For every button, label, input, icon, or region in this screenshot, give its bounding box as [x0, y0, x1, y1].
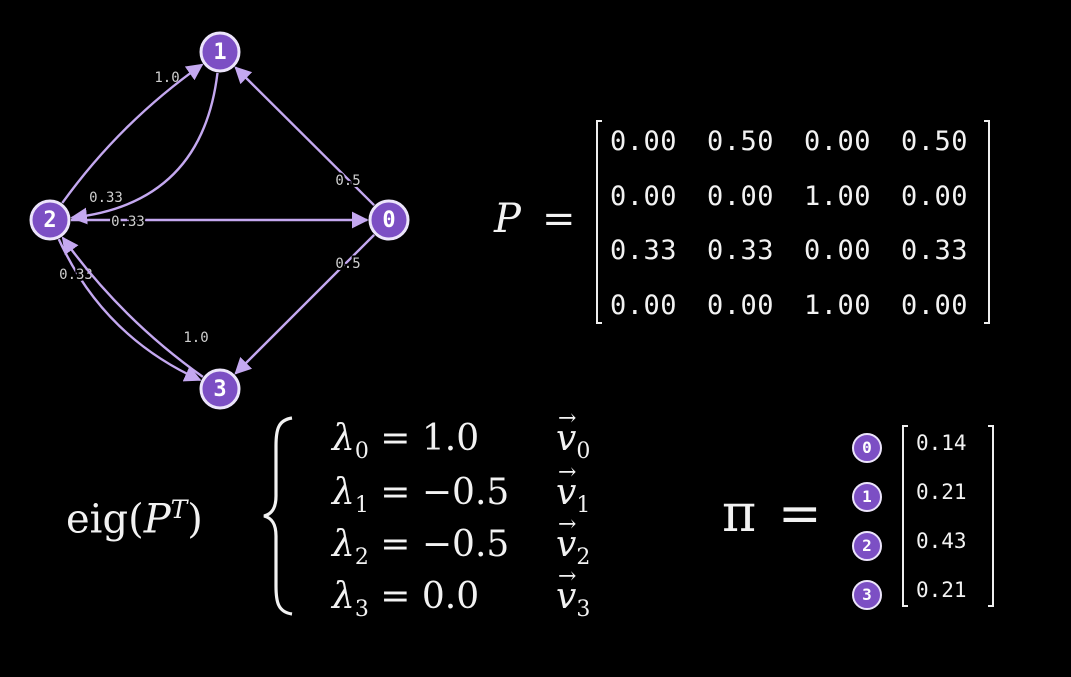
edge-weight-0-3: 0.5: [335, 256, 360, 272]
matrix-cell: 0.00: [707, 290, 775, 321]
eigenvector: → v0: [556, 406, 591, 465]
node-0: [368, 199, 410, 241]
stationary-value: 0.21: [916, 578, 967, 602]
node-label-1: 1: [213, 40, 226, 65]
eigenvalue-symbol: λ: [332, 472, 355, 513]
edge-0-1: [234, 66, 375, 207]
matrix-cell: 1.00: [804, 181, 872, 212]
matrix-cell: 0.00: [610, 290, 678, 321]
markov-graph: 0.5 0.5 1.0 0.33 0.33 0.33 1.0 0 1 2 3: [29, 31, 410, 410]
eigenvalue: = −0.5: [368, 524, 510, 565]
eigenvalue-index: 1: [354, 493, 369, 519]
edge-weight-0-1: 0.5: [335, 173, 360, 189]
matrix-cell: 0.50: [901, 126, 969, 157]
edge-3-2: [61, 236, 204, 378]
pi-symbol: π: [722, 484, 757, 544]
p-equals: =: [542, 196, 576, 242]
edge-weight-2-1: 0.33: [89, 190, 123, 206]
eigenvalue: = 1.0: [368, 418, 480, 459]
node-3: [199, 368, 241, 410]
pi-equals: =: [778, 484, 822, 544]
matrix-cell: 0.00: [804, 235, 872, 266]
matrix-cell: 0.33: [901, 235, 969, 266]
node-1: [199, 31, 241, 73]
edge-2-1: [61, 63, 204, 204]
edge-0-3: [234, 234, 375, 375]
matrix-row: 0.00 0.50 0.00 0.50: [610, 126, 998, 157]
eigen-row: λ2 = −0.5 → v2: [332, 512, 590, 571]
eig-label: eig(PT): [66, 495, 203, 543]
node-badge-3: 3: [852, 580, 882, 610]
stationary-value: 0.21: [916, 480, 967, 504]
eigenvector: → v2: [556, 512, 591, 571]
eigenvalue: = −0.5: [368, 472, 510, 513]
edge-weight-2-3: 0.33: [59, 267, 93, 283]
edge-1-2: [70, 72, 219, 225]
edge-weight-1-2: 1.0: [154, 70, 179, 86]
matrix-row: 0.00 0.00 1.00 0.00: [610, 290, 998, 321]
eigenvalue-index: 2: [354, 545, 369, 571]
matrix-cell: 0.00: [610, 181, 678, 212]
matrix-cell: 0.33: [707, 235, 775, 266]
matrix-cell: 0.00: [901, 290, 969, 321]
eigenvalue-symbol: λ: [332, 576, 355, 617]
node-2: [29, 199, 71, 241]
left-brace: [263, 416, 293, 616]
matrix-row: 0.33 0.33 0.00 0.33: [610, 235, 998, 266]
matrix-cell: 0.50: [707, 126, 775, 157]
matrix-cell: 0.00: [901, 181, 969, 212]
matrix-cell: 0.33: [610, 235, 678, 266]
eigenvalue-index: 3: [354, 597, 369, 623]
edge-2-3: [57, 238, 202, 382]
matrix-cell: 0.00: [804, 126, 872, 157]
eigen-row: λ3 = 0.0 → v3: [332, 564, 590, 623]
p-symbol: P: [494, 196, 521, 242]
transition-matrix: 0.00 0.50 0.00 0.50 0.00 0.00 1.00 0.00 0.33 0.33…: [596, 120, 990, 324]
matrix-cell: 1.00: [804, 290, 872, 321]
matrix-cell: 0.00: [707, 181, 775, 212]
eigen-row: λ1 = −0.5 → v1: [332, 460, 590, 519]
eigenvalue: = 0.0: [368, 576, 480, 617]
node-badge-2: 2: [852, 531, 882, 561]
node-badge-0: 0: [852, 433, 882, 463]
eigenvector: → v3: [556, 564, 591, 623]
stationary-value: 0.43: [916, 529, 967, 553]
eigen-row: λ0 = 1.0 → v0: [332, 406, 590, 465]
node-label-2: 2: [43, 208, 56, 233]
eigenvalue-symbol: λ: [332, 418, 355, 459]
stationary-value: 0.14: [916, 431, 967, 455]
edge-weight-3-2: 1.0: [183, 330, 208, 346]
node-label-3: 3: [213, 377, 226, 402]
eigenvalue-symbol: λ: [332, 524, 355, 565]
matrix-cell: 0.00: [610, 126, 678, 157]
node-label-0: 0: [382, 208, 395, 233]
stationary-vector: 0.14 0.21 0.43 0.21: [902, 425, 994, 607]
eigenvalue-index: 0: [354, 439, 369, 465]
eigenvector: → v1: [556, 460, 591, 519]
node-badge-1: 1: [852, 482, 882, 512]
edge-weight-2-0: 0.33: [111, 214, 145, 230]
matrix-row: 0.00 0.00 1.00 0.00: [610, 181, 998, 212]
